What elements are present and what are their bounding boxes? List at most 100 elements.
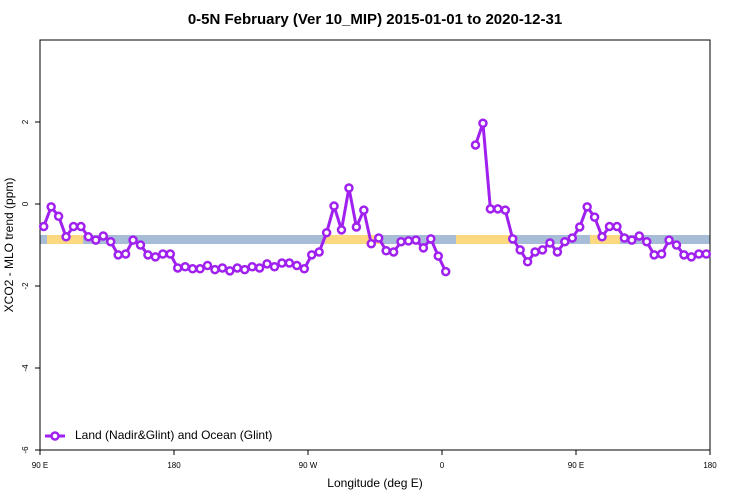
data-point xyxy=(560,236,570,247)
data-point xyxy=(247,261,257,272)
y-tick-label: 2 xyxy=(21,119,30,124)
data-point xyxy=(254,263,265,273)
data-point xyxy=(172,263,183,273)
data-point xyxy=(128,235,138,245)
data-point xyxy=(165,249,176,259)
data-point xyxy=(552,247,563,257)
x-tick-label: 180 xyxy=(703,461,717,470)
data-point xyxy=(38,221,49,232)
data-point xyxy=(671,240,682,250)
data-point xyxy=(478,118,488,128)
data-point xyxy=(46,202,56,212)
x-tick-label: 90 E xyxy=(568,461,584,470)
data-point xyxy=(158,249,168,259)
y-tick-label: 0 xyxy=(21,201,30,206)
data-point xyxy=(589,212,600,222)
data-point xyxy=(641,236,652,247)
data-point xyxy=(306,250,317,260)
data-point xyxy=(507,234,518,244)
y-axis-label: XCO2 - MLO trend (ppm) xyxy=(2,178,16,313)
data-point xyxy=(537,245,548,255)
x-tick-label: 0 xyxy=(440,461,445,470)
data-point xyxy=(612,221,622,232)
data-point xyxy=(314,247,324,257)
data-point xyxy=(239,264,250,275)
data-point xyxy=(485,204,496,214)
data-point xyxy=(597,232,607,242)
data-point xyxy=(105,236,116,247)
data-point xyxy=(619,233,630,243)
series-line xyxy=(42,121,707,273)
data-point xyxy=(217,263,228,273)
data-point xyxy=(545,238,555,248)
data-point xyxy=(321,227,332,238)
data-point xyxy=(143,250,153,260)
data-point xyxy=(225,266,235,276)
data-point xyxy=(493,204,503,214)
data-point xyxy=(418,243,429,253)
data-point xyxy=(299,264,310,274)
data-point xyxy=(195,264,205,274)
land-band xyxy=(456,235,510,244)
data-point xyxy=(53,211,64,222)
data-point xyxy=(522,257,533,267)
data-point xyxy=(679,250,689,260)
y-tick-label: -2 xyxy=(21,282,30,290)
data-point xyxy=(351,222,362,232)
x-tick-label: 90 E xyxy=(32,461,48,470)
data-point xyxy=(232,263,243,273)
data-point xyxy=(604,221,615,232)
data-point xyxy=(61,232,71,242)
data-point xyxy=(694,249,704,259)
land-band xyxy=(325,235,380,244)
data-point xyxy=(634,231,645,241)
data-point xyxy=(381,245,391,256)
data-point xyxy=(180,261,190,272)
data-point xyxy=(701,249,712,259)
data-point xyxy=(500,205,511,215)
data-point xyxy=(515,245,525,255)
data-point xyxy=(388,247,399,257)
data-point xyxy=(344,183,354,193)
data-point xyxy=(359,205,369,215)
plot-frame xyxy=(39,39,711,451)
legend-marker xyxy=(50,431,60,441)
chart-title: 0-5N February (Ver 10_MIP) 2015-01-01 to… xyxy=(188,11,562,28)
data-point xyxy=(649,250,659,260)
data-point xyxy=(627,235,637,245)
data-point xyxy=(440,266,451,277)
data-point xyxy=(366,239,377,249)
data-point xyxy=(187,264,198,274)
data-point xyxy=(686,252,697,262)
data-point xyxy=(269,261,280,272)
data-point xyxy=(202,260,213,271)
data-point xyxy=(292,260,302,271)
data-point xyxy=(91,235,101,245)
data-point xyxy=(656,249,667,259)
data-point xyxy=(135,240,146,250)
data-point xyxy=(68,221,79,232)
data-point xyxy=(411,235,421,245)
data-point xyxy=(329,201,339,211)
data-point xyxy=(396,236,406,247)
data-point xyxy=(284,258,295,268)
data-point xyxy=(403,236,414,246)
x-tick-label: 90 W xyxy=(299,461,318,470)
data-point xyxy=(120,249,131,259)
data-point xyxy=(262,259,272,269)
data-point xyxy=(113,250,123,260)
x-tick-label: 180 xyxy=(167,461,181,470)
data-point xyxy=(210,264,220,275)
data-point xyxy=(98,231,109,241)
data-point xyxy=(373,233,384,243)
data-point xyxy=(582,202,592,212)
legend-label: Land (Nadir&Glint) and Ocean (Glint) xyxy=(75,428,272,442)
data-point xyxy=(664,235,674,245)
data-point xyxy=(567,233,578,243)
data-point xyxy=(426,234,436,244)
y-tick-label: -6 xyxy=(21,446,30,454)
data-point xyxy=(76,221,86,232)
x-axis-label: Longitude (deg E) xyxy=(327,476,422,490)
data-point xyxy=(336,225,347,235)
